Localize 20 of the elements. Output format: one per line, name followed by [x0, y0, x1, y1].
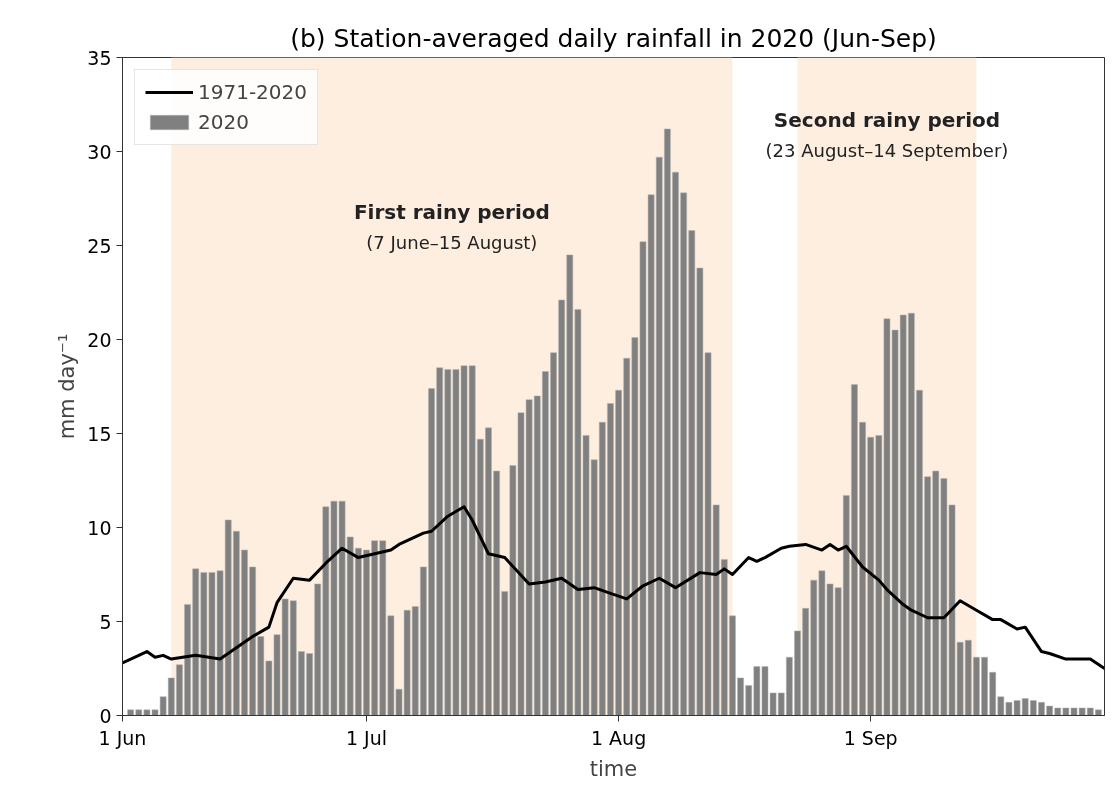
legend-label: 1971-2020 — [198, 80, 308, 104]
y-tick-label: 15 — [87, 422, 112, 445]
x-tick-label: 1 Aug — [590, 726, 647, 749]
y-tick-label: 25 — [87, 234, 112, 257]
x-axis-title: time — [589, 756, 638, 781]
y-tick-label: 10 — [87, 516, 112, 539]
y-tick-label: 30 — [87, 140, 112, 163]
x-tick-label: 1 Jul — [345, 726, 388, 749]
x-tick-label: 1 Jun — [98, 726, 147, 749]
x-tick-label: 1 Sep — [843, 726, 898, 749]
chart-title: (b) Station-averaged daily rainfall in 2020 (Jun-Sep) — [290, 23, 937, 53]
y-tick-label: 20 — [87, 328, 112, 351]
y-tick-label: 35 — [87, 46, 112, 69]
y-tick-label: 0 — [99, 704, 112, 727]
band-label: First rainy period (7 June–15 August) — [353, 200, 550, 253]
y-tick-label: 5 — [99, 610, 112, 633]
line-series — [122, 505, 1105, 670]
legend-label: 2020 — [198, 110, 249, 134]
band-label: Second rainy period (23 August–14 September) — [765, 108, 1009, 161]
y-axis-title: mm day⁻¹ — [55, 333, 80, 440]
